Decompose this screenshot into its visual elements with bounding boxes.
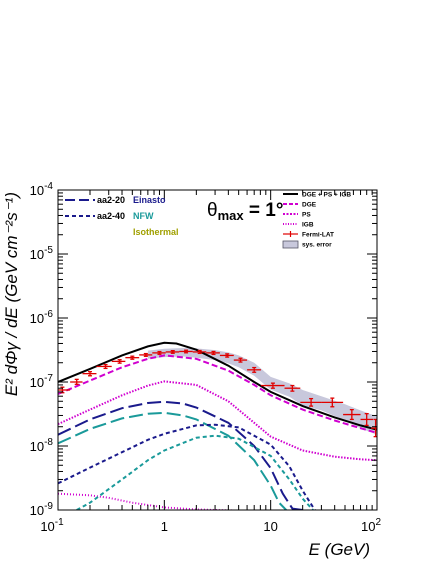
x-tick-label: 10-1 [40, 517, 64, 534]
fermi-lat-point [219, 353, 234, 358]
legend-right: DGE + PS + IGB DGE PS IGB Fermi-LAT sys. erro… [282, 192, 351, 249]
fermi-lat-point [343, 408, 361, 421]
fermi-lat-point [82, 371, 97, 377]
series-line-dge-ps-igb [58, 341, 377, 431]
legend-label-nfw: NFW [133, 211, 154, 221]
series-line-aa2-20-einasto [58, 400, 303, 510]
series-line-ps [58, 380, 377, 462]
fermi-lat-point [111, 359, 126, 364]
x-tick-label: 10 [263, 519, 277, 534]
y-axis-title: E² dΦγ / dE (GeV cm⁻²s⁻¹) [2, 192, 21, 396]
series-line-aa2-40-einasto [58, 423, 316, 510]
legend-label-ps: PS [302, 212, 311, 219]
y-tick-label: 10-5 [30, 245, 54, 262]
fermi-lat-points-layer [58, 349, 377, 438]
x-axis-title: E (GeV) [309, 540, 370, 559]
axis-ticks [57, 190, 378, 511]
series-line-aa2-40-nfw [76, 434, 314, 510]
fermi-lat-point [360, 413, 374, 427]
series-line-aa2-20-nfw [58, 411, 287, 510]
legend-label-fermi-lat: Fermi-LAT [302, 232, 334, 239]
fermi-lat-point [96, 363, 112, 370]
legend-left: aa2-20 aa2-40 Einasto NFW Isothermal [65, 195, 179, 237]
legend-label-dge-ps-igb: DGE + PS + IGB [302, 192, 351, 199]
x-tick-label: 1 [161, 519, 168, 534]
fermi-lat-point [206, 350, 220, 356]
fermi-lat-point [247, 366, 261, 373]
legend-label-sys-error: sys. error [302, 242, 332, 249]
series-line-dge [58, 354, 377, 434]
legend-label-isothermal: Isothermal [133, 227, 179, 237]
theta-max-annotation: θmax = 1° [207, 200, 283, 223]
x-tick-label: 102 [361, 517, 381, 534]
y-tick-label: 10-6 [30, 309, 54, 326]
legend-label-einasto: Einasto [133, 195, 166, 205]
fermi-lat-point [152, 350, 166, 355]
fermi-lat-point [165, 349, 180, 354]
legend-label-aa2-20: aa2-20 [97, 195, 125, 205]
legend-label-igb: IGB [302, 222, 314, 229]
legend-swatch-sys-error [282, 240, 299, 249]
y-tick-label: 10-4 [30, 181, 54, 198]
legend-label-dge: DGE [302, 202, 317, 209]
y-tick-label: 10-7 [30, 373, 54, 390]
fermi-lat-point [125, 355, 140, 360]
legend-label-aa2-40: aa2-40 [97, 211, 125, 221]
series-layer [58, 341, 377, 510]
fermi-lat-point [70, 378, 83, 385]
fermi-lat-point [284, 384, 301, 392]
series-line-igb [58, 492, 307, 510]
fermi-lat-point [260, 382, 285, 389]
y-tick-label: 10-8 [30, 437, 54, 454]
y-tick-label: 10-9 [30, 501, 54, 518]
fermi-lat-point [192, 349, 207, 355]
fermi-lat-point [139, 352, 153, 357]
fermi-lat-point [179, 349, 193, 354]
fermi-lat-point [321, 397, 344, 408]
fermi-lat-point [233, 357, 248, 363]
axis-tick-labels: 10-1 1 10 102 10-4 10-5 10-6 10-7 10-8 10-9 [30, 181, 382, 534]
fermi-lat-point [300, 397, 322, 407]
plot-frame [57, 189, 378, 511]
